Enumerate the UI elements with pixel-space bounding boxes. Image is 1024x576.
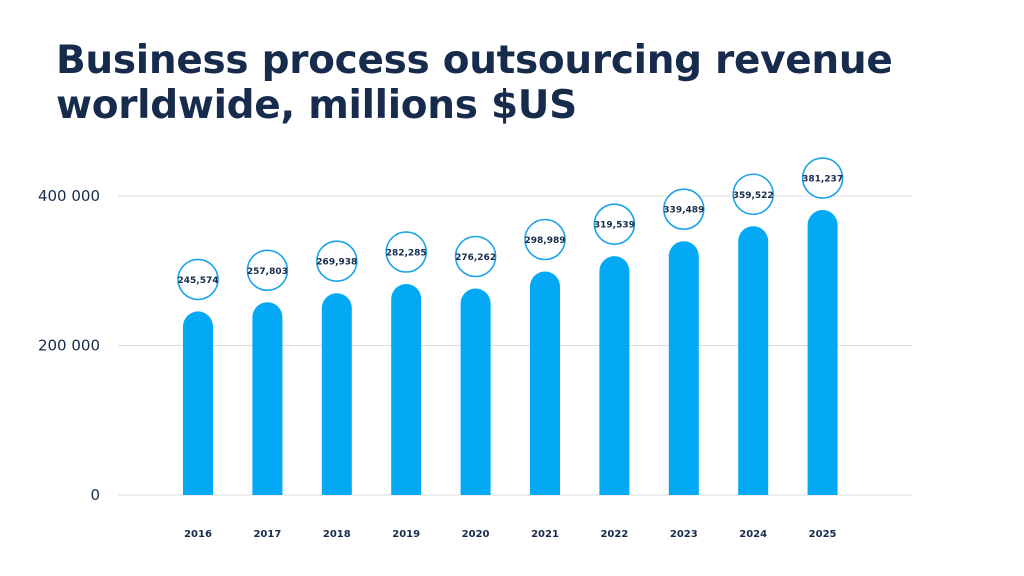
chart-title: Business process outsourcing revenue wor… [56,38,976,128]
bar-2023 [668,241,699,495]
bar-2020 [460,288,491,495]
value-bubble [801,157,844,199]
bars [183,210,838,496]
bar-2018 [321,293,352,495]
y-tick-label: 200 000 [38,337,100,355]
gridlines [118,195,912,496]
data-label: 257,803 [247,267,288,277]
value-bubble [315,240,358,283]
y-tick-label: 0 [90,486,100,504]
data-label: 359,522 [733,191,774,201]
bar-2016 [183,311,213,495]
bar-2019 [391,283,422,495]
x-axis: 2016 2017 2018 2019 2020 2021 2022 2023 2024 2025 [184,529,836,540]
value-bubbles: 245,574 257,803 269,938 282,285 276,262 298,9… [177,157,844,301]
data-label: 339,489 [663,206,704,216]
value-bubble [524,218,566,261]
bar-2022 [599,256,630,495]
value-bubble [662,188,705,231]
value-bubble [593,203,636,245]
data-label: 245,574 [178,276,219,286]
bar-2017 [252,302,283,495]
value-bubble [732,173,775,216]
x-tick-label: 2017 [253,529,281,540]
x-tick-label: 2016 [184,529,212,540]
bar-2025 [807,210,838,495]
x-tick-label: 2018 [323,529,351,540]
value-bubble [385,231,428,273]
data-label: 381,237 [802,175,843,185]
chart-title-line-2: worldwide, millions $US [56,83,577,128]
data-label: 319,539 [594,221,635,231]
chart-title-line-1: Business process outsourcing revenue [56,38,893,83]
bar-2021 [530,271,560,495]
data-label: 282,285 [386,248,427,258]
x-tick-label: 2023 [670,529,698,540]
y-tick-label: 400 000 [38,187,100,205]
bar-2024 [738,226,769,496]
x-tick-label: 2020 [462,529,490,540]
data-label: 276,262 [455,253,496,263]
x-tick-label: 2019 [392,529,420,540]
x-tick-label: 2022 [600,529,628,540]
x-tick-label: 2024 [739,529,767,540]
value-bubble [246,249,289,292]
data-label: 269,938 [316,258,357,268]
x-tick-label: 2021 [531,529,559,540]
data-label: 298,989 [525,236,566,246]
x-tick-label: 2025 [809,529,837,540]
value-bubble [177,258,219,301]
y-axis: 0 200 000 400 000 [38,187,100,504]
value-bubble [454,235,497,278]
